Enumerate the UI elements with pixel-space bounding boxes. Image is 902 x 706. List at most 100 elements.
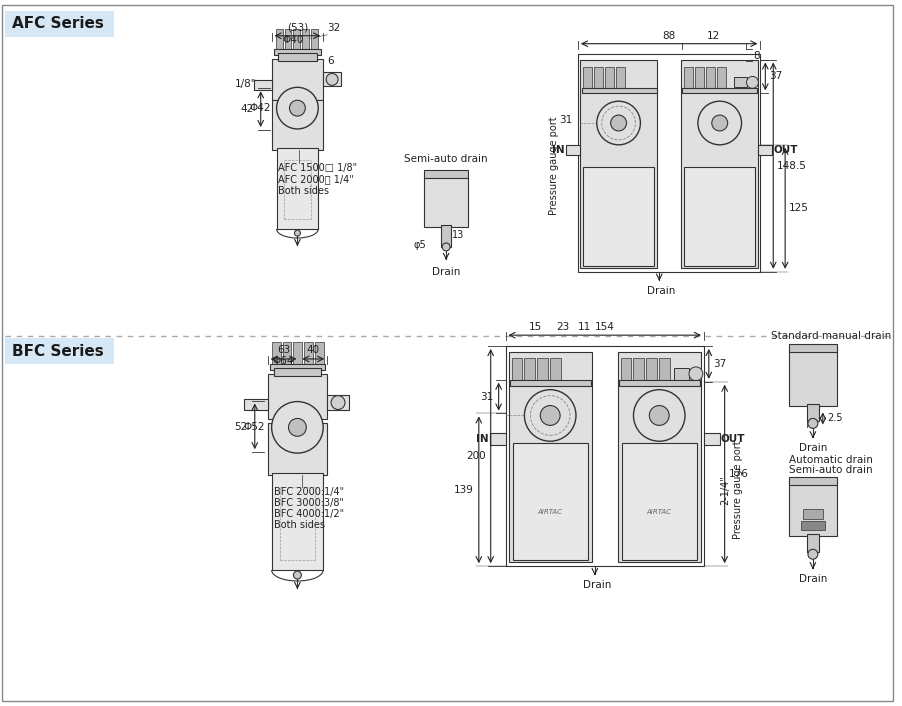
Text: AFC 1500□ 1/8": AFC 1500□ 1/8" [277, 162, 356, 173]
Text: 52: 52 [235, 422, 247, 432]
Bar [705, 68, 714, 89]
Bar [604, 68, 613, 89]
Bar [273, 49, 321, 54]
Text: 176: 176 [728, 469, 748, 479]
Circle shape [294, 230, 300, 236]
Bar [549, 358, 560, 382]
Bar [658, 358, 669, 382]
Text: 200: 200 [465, 451, 485, 461]
Bar [716, 68, 725, 89]
Text: Both sides: Both sides [277, 186, 328, 196]
Text: Standard manual drain: Standard manual drain [769, 331, 890, 341]
Bar [5, 11, 114, 37]
Text: φ5: φ5 [413, 240, 426, 250]
Bar [267, 373, 327, 419]
Text: BFC Series: BFC Series [12, 344, 104, 359]
Text: Φ52: Φ52 [243, 422, 264, 432]
Bar [424, 169, 467, 177]
Bar [681, 88, 757, 93]
Bar [253, 80, 272, 90]
Bar [583, 68, 591, 89]
Bar [788, 477, 836, 485]
Bar [758, 145, 771, 155]
Circle shape [688, 367, 702, 381]
Text: 154: 154 [594, 322, 614, 333]
Text: AIRTAC: AIRTAC [646, 508, 671, 515]
Bar [684, 68, 692, 89]
Bar [323, 73, 341, 86]
Circle shape [293, 571, 301, 579]
Text: 40: 40 [307, 345, 319, 355]
Bar [703, 433, 719, 445]
Text: 11: 11 [577, 322, 591, 333]
Bar [441, 225, 451, 247]
Bar [302, 29, 309, 51]
Bar [272, 100, 323, 150]
Circle shape [290, 100, 305, 116]
Bar [424, 176, 467, 227]
Text: BFC 4000:1/2": BFC 4000:1/2" [273, 508, 344, 519]
Text: Pressure gauge port: Pressure gauge port [548, 116, 558, 215]
Circle shape [524, 390, 575, 441]
Bar [505, 346, 703, 566]
Text: Φ42: Φ42 [249, 103, 271, 113]
Bar [277, 53, 317, 61]
Bar [272, 473, 323, 570]
Text: Drain: Drain [647, 286, 675, 296]
Text: 1/8": 1/8" [235, 79, 256, 90]
Text: 31: 31 [558, 115, 571, 125]
Bar [566, 145, 579, 155]
Bar [684, 167, 755, 265]
Bar [583, 167, 654, 265]
Bar [802, 508, 822, 518]
Text: 2-1/4": 2-1/4" [720, 475, 730, 505]
Bar [618, 380, 699, 385]
Bar [581, 88, 657, 93]
Circle shape [442, 243, 449, 251]
Text: Both sides: Both sides [273, 520, 324, 530]
Bar [270, 364, 325, 370]
Text: 15: 15 [528, 322, 541, 333]
Bar [512, 443, 587, 560]
Text: Automatic drain: Automatic drain [788, 455, 871, 465]
Text: Drain: Drain [431, 267, 460, 277]
Bar [315, 342, 324, 366]
Text: AFC 2000： 1/4": AFC 2000： 1/4" [277, 174, 353, 184]
Text: Φ40: Φ40 [282, 35, 304, 44]
Bar [617, 352, 700, 562]
Circle shape [331, 395, 345, 409]
Circle shape [539, 405, 559, 426]
Bar [621, 443, 696, 560]
Bar [577, 54, 759, 272]
Text: AFC Series: AFC Series [12, 16, 104, 31]
Text: 88: 88 [662, 31, 675, 41]
Text: (53): (53) [287, 23, 308, 32]
Text: 37: 37 [769, 71, 782, 81]
Bar [579, 59, 657, 268]
Bar [633, 358, 644, 382]
Bar [489, 433, 505, 445]
Text: 6: 6 [327, 56, 334, 66]
Bar [5, 338, 114, 364]
Circle shape [326, 73, 337, 85]
Text: Drain: Drain [582, 580, 611, 590]
Circle shape [610, 115, 626, 131]
Bar [508, 352, 591, 562]
Circle shape [272, 402, 323, 453]
Circle shape [807, 549, 817, 559]
Circle shape [596, 101, 640, 145]
Bar [806, 404, 818, 421]
Text: AIRTAC: AIRTAC [537, 508, 562, 515]
Bar [273, 368, 321, 376]
Bar [304, 342, 313, 366]
Text: Φ64: Φ64 [272, 356, 294, 366]
Bar [293, 29, 300, 51]
Bar [275, 29, 282, 51]
Text: IN: IN [552, 145, 565, 155]
Bar [311, 29, 318, 51]
Circle shape [697, 101, 741, 145]
Bar [284, 29, 291, 51]
Bar [806, 534, 818, 552]
Text: 139: 139 [454, 485, 474, 495]
Text: 2.5: 2.5 [826, 414, 842, 424]
